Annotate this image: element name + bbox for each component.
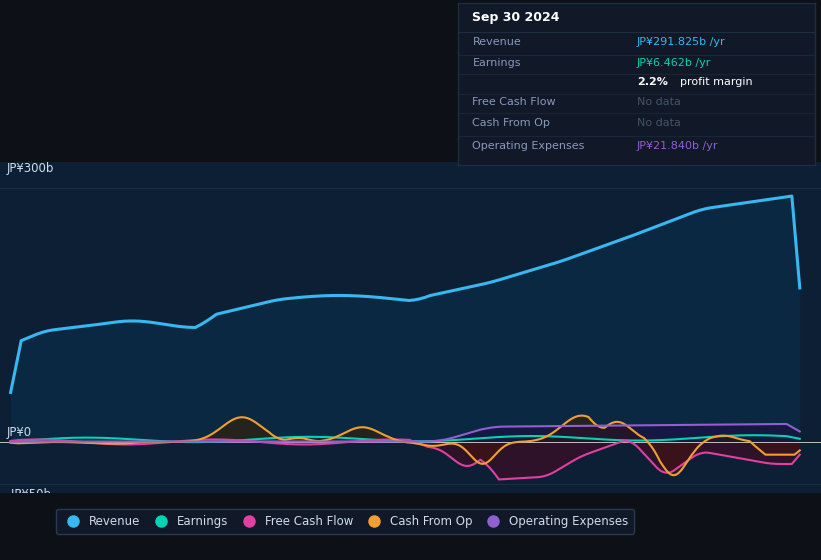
Text: JP¥0: JP¥0	[7, 426, 32, 438]
Text: Free Cash Flow: Free Cash Flow	[472, 97, 556, 107]
Text: JP¥6.462b /yr: JP¥6.462b /yr	[637, 58, 711, 68]
Legend: Revenue, Earnings, Free Cash Flow, Cash From Op, Operating Expenses: Revenue, Earnings, Free Cash Flow, Cash …	[56, 509, 634, 534]
Text: Operating Expenses: Operating Expenses	[472, 141, 585, 151]
Text: Earnings: Earnings	[472, 58, 521, 68]
Text: JP¥291.825b /yr: JP¥291.825b /yr	[637, 37, 725, 47]
Text: Revenue: Revenue	[472, 37, 521, 47]
Text: Sep 30 2024: Sep 30 2024	[472, 11, 560, 24]
Text: 2.2%: 2.2%	[637, 77, 667, 87]
Text: No data: No data	[637, 97, 681, 107]
Text: Cash From Op: Cash From Op	[472, 118, 550, 128]
Text: profit margin: profit margin	[680, 77, 752, 87]
Text: JP¥300b: JP¥300b	[7, 162, 54, 175]
Text: JP¥21.840b /yr: JP¥21.840b /yr	[637, 141, 718, 151]
Text: No data: No data	[637, 118, 681, 128]
Text: -JP¥50b: -JP¥50b	[7, 488, 52, 501]
